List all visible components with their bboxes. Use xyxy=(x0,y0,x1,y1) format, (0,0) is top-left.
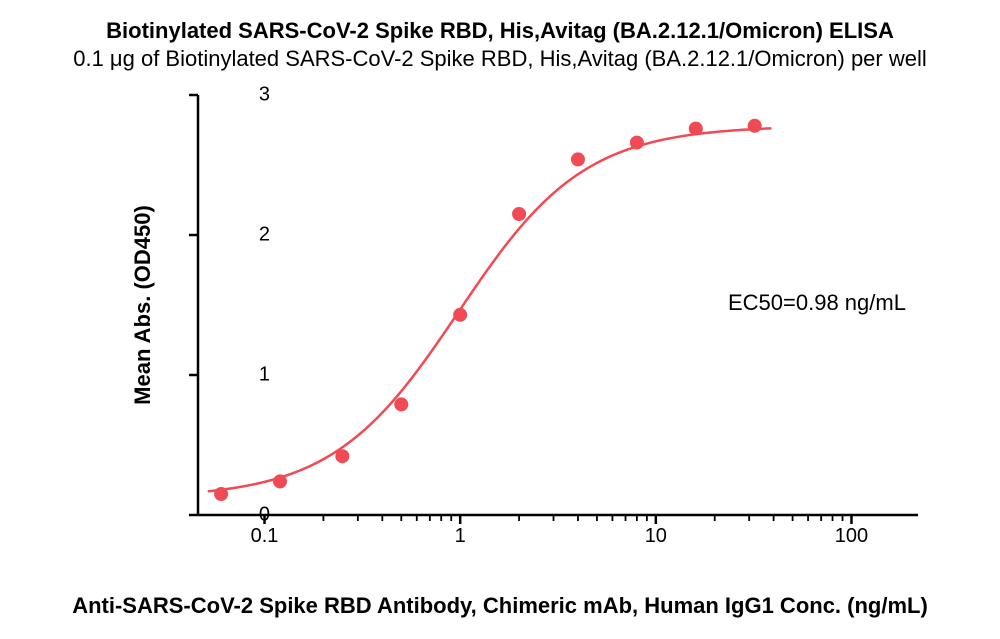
chart-title-line1: Biotinylated SARS-CoV-2 Spike RBD, His,A… xyxy=(0,18,1000,44)
x-tick-label: 100 xyxy=(835,525,868,548)
y-tick-label: 2 xyxy=(210,224,270,247)
elisa-chart: Biotinylated SARS-CoV-2 Spike RBD, His,A… xyxy=(0,0,1000,639)
x-tick-label: 1 xyxy=(455,525,466,548)
x-tick-label: 0.1 xyxy=(251,525,279,548)
y-tick-label: 1 xyxy=(210,364,270,387)
chart-title-line2: 0.1 μg of Biotinylated SARS-CoV-2 Spike … xyxy=(0,46,1000,72)
y-tick-label: 0 xyxy=(210,504,270,527)
x-axis-label: Anti-SARS-CoV-2 Spike RBD Antibody, Chim… xyxy=(0,593,1000,619)
x-tick-label: 10 xyxy=(645,525,667,548)
y-axis-label: Mean Abs. (OD450) xyxy=(130,95,156,515)
title-block: Biotinylated SARS-CoV-2 Spike RBD, His,A… xyxy=(0,18,1000,72)
y-tick-label: 3 xyxy=(210,84,270,107)
ec50-annotation: EC50=0.98 ng/mL xyxy=(728,290,906,316)
